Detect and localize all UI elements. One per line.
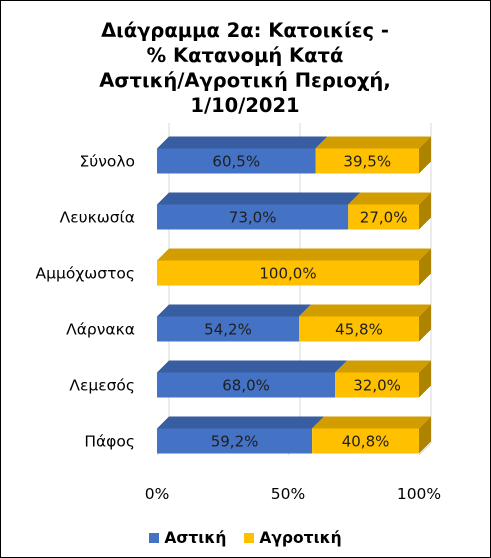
data-label-s1-c3: 45,8% <box>335 321 383 339</box>
bar-side-s1-c5 <box>419 416 431 454</box>
bar-s0-c0 <box>157 148 316 174</box>
bar-top-s0-c0 <box>157 136 328 149</box>
legend-item-urban: Αστική <box>149 529 226 547</box>
chart-title-line-3: Αστική/Αγροτική Περιοχή, <box>99 69 391 92</box>
category-label-2: Αμμόχωστος <box>36 265 135 283</box>
bar-s1-c0 <box>315 148 419 174</box>
data-label-s0-c4: 68,0% <box>222 377 270 395</box>
category-label-3: Λάρνακα <box>66 321 135 339</box>
bar-side-s1-c3 <box>419 304 431 342</box>
bar-top-s1-c5 <box>312 416 431 429</box>
chart-title-line-2: % Κατανομή Κατά <box>146 44 344 67</box>
chart-title-line-1: Διάγραμμα 2α: Κατοικίες - <box>101 19 389 42</box>
data-label-s1-c2: 100,0% <box>259 265 316 283</box>
category-label-5: Πάφος <box>84 433 135 451</box>
legend: Αστική Αγροτική <box>0 529 491 547</box>
bar-top-s0-c1 <box>157 192 361 205</box>
data-label-s0-c3: 54,2% <box>204 321 252 339</box>
data-label-s1-c5: 40,8% <box>342 433 390 451</box>
bar-s0-c3 <box>157 316 300 342</box>
data-label-s1-c4: 32,0% <box>353 377 401 395</box>
bar-s1-c4 <box>335 372 419 398</box>
bar-side-s1-c4 <box>419 360 431 398</box>
legend-swatch-rural <box>244 533 255 543</box>
bar-top-s0-c3 <box>157 304 312 317</box>
bar-s1-c5 <box>312 428 419 454</box>
legend-swatch-urban <box>149 533 160 543</box>
bar-side-s1-c2 <box>419 248 431 286</box>
bar-s0-c5 <box>157 428 313 454</box>
bar-side-s1-c1 <box>419 192 431 230</box>
legend-item-rural: Αγροτική <box>244 529 342 547</box>
bar-top-s0-c5 <box>157 416 325 429</box>
chart-title-line-4: 1/10/2021 <box>190 94 300 117</box>
bar-s0-c1 <box>157 204 349 230</box>
bar-top-s1-c0 <box>315 136 431 149</box>
gridline-floor-2 <box>418 442 432 456</box>
x-tick-label-1: 50% <box>271 485 305 503</box>
category-label-4: Λεμεσός <box>69 377 135 395</box>
bar-s1-c2 <box>157 260 419 286</box>
category-label-1: Λευκωσία <box>60 209 135 227</box>
bar-side-s1-c0 <box>419 136 431 174</box>
data-label-s0-c5: 59,2% <box>211 433 259 451</box>
bar-top-s1-c4 <box>335 360 431 373</box>
x-tick-label-2: 100% <box>397 485 441 503</box>
category-label-0: Σύνολο <box>79 153 135 171</box>
data-label-s1-c0: 39,5% <box>343 153 391 171</box>
bar-top-s1-c2 <box>157 248 431 261</box>
bar-s1-c1 <box>348 204 419 230</box>
x-tick-label-0: 0% <box>145 485 170 503</box>
bar-s1-c3 <box>299 316 419 342</box>
data-label-s0-c0: 60,5% <box>212 153 260 171</box>
bar-top-s0-c4 <box>157 360 348 373</box>
data-label-s0-c1: 73,0% <box>229 209 277 227</box>
bar-top-s1-c1 <box>348 192 431 205</box>
data-label-s1-c1: 27,0% <box>360 209 408 227</box>
chart-title: Διάγραμμα 2α: Κατοικίες - % Κατανομή Κατ… <box>40 18 450 118</box>
legend-label-rural: Αγροτική <box>259 529 342 547</box>
bar-s0-c4 <box>157 372 336 398</box>
bar-top-s1-c3 <box>299 304 431 317</box>
legend-label-urban: Αστική <box>164 529 227 547</box>
